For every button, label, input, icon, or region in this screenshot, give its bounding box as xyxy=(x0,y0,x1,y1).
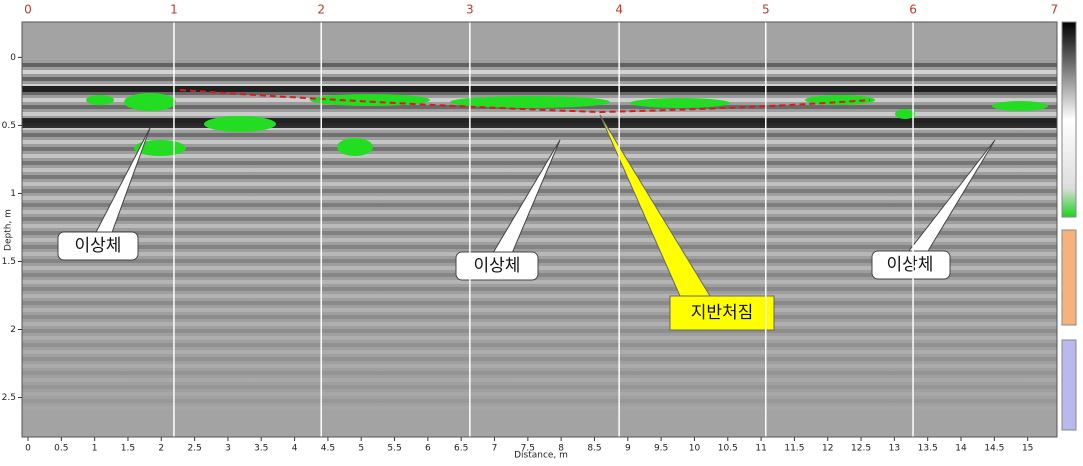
x-tick-label: 12 xyxy=(822,444,833,454)
x-tick-label: 2.5 xyxy=(187,444,201,454)
x-tick-label: 6 xyxy=(425,444,431,454)
y-tick-label: 0 xyxy=(10,53,16,63)
plot-frame xyxy=(21,21,1058,438)
y-tick-label: 2.5 xyxy=(2,393,16,403)
x-tick-label: 12.5 xyxy=(851,444,871,454)
x-tick-label: 4.5 xyxy=(321,444,335,454)
x-tick-label: 1.5 xyxy=(121,444,135,454)
x-tick-label: 1 xyxy=(92,444,98,454)
x-tick-label: 13 xyxy=(889,444,900,454)
marker-label: 2 xyxy=(317,3,325,17)
y-tick-label: 1 xyxy=(10,189,16,199)
x-tick-label: 8 xyxy=(558,444,564,454)
marker-label: 4 xyxy=(615,3,623,17)
y-tick-label: 0.5 xyxy=(2,121,16,131)
x-tick-label: 10 xyxy=(689,444,701,454)
x-tick-label: 3 xyxy=(225,444,231,454)
x-tick-label: 11.5 xyxy=(784,444,804,454)
x-tick-label: 0.5 xyxy=(54,444,68,454)
x-tick-label: 6.5 xyxy=(454,444,468,454)
x-tick-label: 5.5 xyxy=(387,444,401,454)
x-tick-label: 7 xyxy=(492,444,498,454)
y-tick-label: 2 xyxy=(10,325,16,335)
x-tick-label: 7.5 xyxy=(521,444,535,454)
annotation: 이상체 xyxy=(474,256,521,276)
radar-image xyxy=(22,22,1057,437)
x-tick-label: 9 xyxy=(625,444,631,454)
annotation: 이상체 xyxy=(887,255,934,275)
annotation: 이상체 xyxy=(75,236,122,256)
x-tick-label: 9.5 xyxy=(654,444,668,454)
x-tick-label: 5 xyxy=(358,444,364,454)
x-tick-label: 15 xyxy=(1022,444,1033,454)
x-tick-label: 14.5 xyxy=(984,444,1004,454)
marker-label: 3 xyxy=(466,3,474,17)
marker-label: 7 xyxy=(1051,3,1059,17)
x-tick-label: 13.5 xyxy=(918,444,938,454)
x-tick-label: 14 xyxy=(955,444,967,454)
x-tick-label: 4 xyxy=(292,444,298,454)
y-tick-label: 1.5 xyxy=(2,257,16,267)
x-axis-label: Distance, m xyxy=(514,451,568,461)
callouts: 이상체 이상체 이상체 지반처짐 xyxy=(57,114,996,331)
y-axis-label: Depth, m xyxy=(4,209,14,251)
marker-label: 5 xyxy=(762,3,770,17)
annotation: 지반처짐 xyxy=(691,303,754,323)
marker-label: 0 xyxy=(24,3,32,17)
color-scale xyxy=(1061,21,1077,431)
x-tick-label: 11 xyxy=(755,444,766,454)
x-tick-label: 8.5 xyxy=(587,444,601,454)
x-tick-label: 0 xyxy=(25,444,31,454)
x-tick-label: 2 xyxy=(158,444,164,454)
marker-label: 1 xyxy=(170,3,178,17)
x-tick-label: 10.5 xyxy=(718,444,738,454)
x-tick-label: 3.5 xyxy=(254,444,268,454)
marker-label: 6 xyxy=(909,3,917,17)
